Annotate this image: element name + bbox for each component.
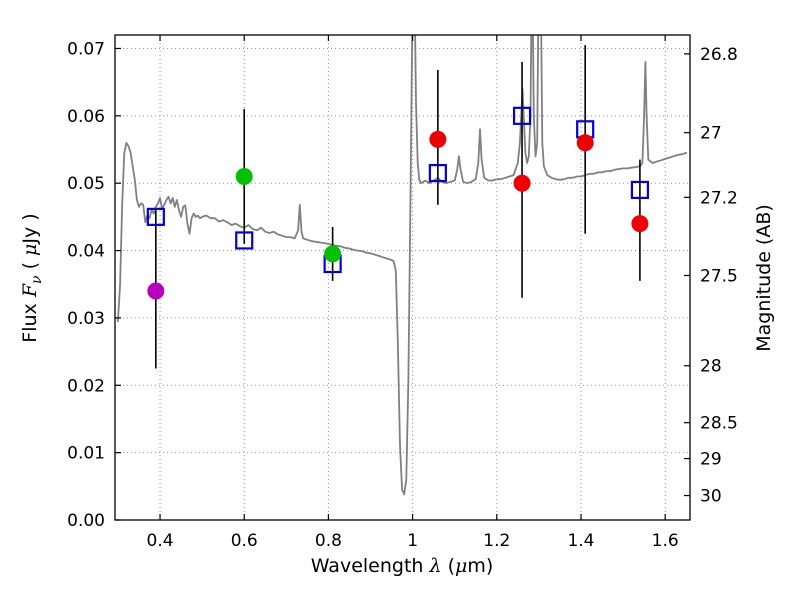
x-tick-label: 0.4 [147,531,174,551]
observed-circle-marker [631,215,649,233]
right-y-tick-label: 27.2 [700,188,738,208]
left-y-tick-label: 0.04 [67,242,105,262]
axes-frame [114,34,691,521]
observed-photometry-markers [147,130,649,300]
model-photometry-markers [146,106,650,274]
observed-circle-marker [147,282,165,300]
right-y-tick-label: 26.8 [700,45,738,65]
x-tick-label: 1.4 [567,531,594,551]
right-y-tick-label: 27 [700,124,722,144]
tick-marks [115,35,690,521]
x-tick-label: 0.8 [315,531,342,551]
model-square-marker [235,231,254,250]
x-tick-label: 0.6 [231,531,258,551]
observed-circle-marker [576,134,594,152]
left-y-tick-label: 0.01 [67,444,105,464]
observed-circle-marker [235,167,253,185]
x-tick-labels: 0.4 0.6 0.8 1 1.2 1.4 1.6 [147,531,679,551]
model-square-marker [630,180,650,200]
right-y-tick-label: 29 [700,450,722,470]
left-y-tick-label: 0.02 [67,376,105,396]
left-y-tick-label: 0.03 [67,309,105,329]
spectrum-line-group [117,35,688,496]
model-square-marker [512,106,532,125]
plot-border [114,34,691,521]
left-y-tick-label: 0.00 [67,511,105,531]
right-y-tick-labels: 26.8 27 27.2 27.5 28 28.5 29 30 [700,45,738,507]
left-y-axis-label: Flux Fν ( μJy ) [19,213,45,342]
left-y-tick-labels: 0.00 0.01 0.02 0.03 0.04 0.05 0.06 0.07 [67,39,105,531]
right-y-tick-label: 27.5 [700,266,738,286]
gridlines [115,35,690,521]
right-y-tick-label: 28 [700,357,722,377]
model-square-marker [428,163,447,183]
right-y-tick-label: 30 [700,487,722,507]
x-tick-label: 1 [407,531,418,551]
observed-circle-marker [513,174,531,192]
observed-circle-marker [324,245,342,263]
x-tick-label: 1.2 [483,531,510,551]
left-y-tick-label: 0.05 [67,174,105,194]
x-tick-label: 1.6 [652,531,679,551]
left-y-tick-label: 0.07 [67,39,105,59]
observed-circle-marker [429,130,447,148]
model-square-marker [146,207,165,226]
x-axis-label: Wavelength λ (μm) [311,555,494,577]
spectrum-line [117,35,688,496]
right-y-tick-label: 28.5 [700,414,738,434]
left-y-tick-label: 0.06 [67,107,105,127]
right-y-axis-label: Magnitude (AB) [753,204,775,352]
